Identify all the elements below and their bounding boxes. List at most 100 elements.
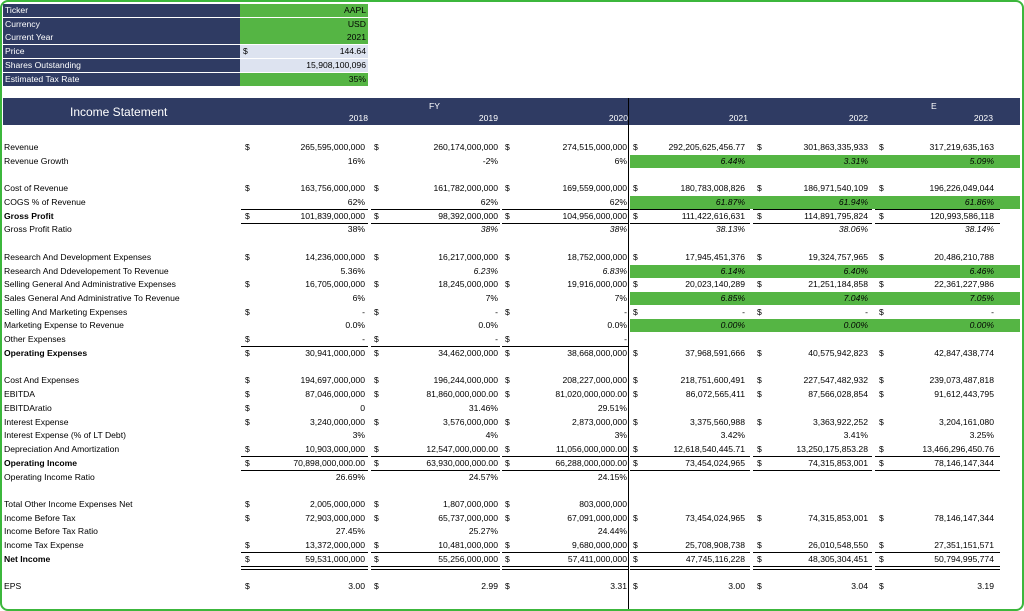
value-cell[interactable]: 62% <box>347 196 365 207</box>
value-cell[interactable]: 274,515,000,000 <box>562 142 627 152</box>
value-cell[interactable]: 72,903,000,000 <box>305 512 365 523</box>
value-cell[interactable]: 6.44% <box>720 155 745 166</box>
value-cell[interactable]: 47,745,116,228 <box>685 553 745 564</box>
value-cell[interactable]: 65,737,000,000 <box>438 512 498 523</box>
value-cell[interactable]: 16% <box>347 155 365 166</box>
input-value[interactable]: 35% <box>240 72 368 86</box>
value-cell[interactable]: 81,020,000,000.00 <box>555 389 627 400</box>
value-cell[interactable]: 7.05% <box>969 293 994 304</box>
value-cell[interactable]: 63,930,000,000.00 <box>426 457 498 468</box>
value-cell[interactable]: 7% <box>485 293 498 304</box>
value-cell[interactable]: 42,847,438,774 <box>934 347 994 358</box>
value-cell[interactable]: 6% <box>352 293 365 304</box>
value-cell[interactable]: 14,236,000,000 <box>305 251 365 262</box>
value-cell[interactable]: 20,023,140,289 <box>685 279 745 290</box>
value-cell[interactable]: 3,240,000,000 <box>310 416 365 427</box>
value-cell[interactable]: - <box>362 306 365 317</box>
value-cell[interactable]: - <box>495 334 498 345</box>
value-cell[interactable]: 18,752,000,000 <box>567 251 627 262</box>
value-cell[interactable]: 196,226,049,044 <box>929 183 994 194</box>
value-cell[interactable]: 3.31% <box>843 155 868 166</box>
value-cell[interactable]: 62% <box>609 196 627 207</box>
value-cell[interactable]: 78,146,147,344 <box>934 457 994 468</box>
value-cell[interactable]: 27.45% <box>335 526 365 537</box>
value-cell[interactable]: 2.99 <box>481 581 498 592</box>
value-cell[interactable]: 180,783,008,826 <box>680 183 745 194</box>
value-cell[interactable]: 169,559,000,000 <box>562 183 627 194</box>
value-cell[interactable]: 12,547,000,000.00 <box>426 444 498 455</box>
value-cell[interactable]: 260,174,000,000 <box>433 142 498 152</box>
value-cell[interactable]: 218,751,600,491 <box>680 375 745 386</box>
value-cell[interactable]: 111,422,616,631 <box>681 210 745 221</box>
value-cell[interactable]: 803,000,000 <box>579 498 627 509</box>
value-cell[interactable]: 20,486,210,788 <box>934 251 994 262</box>
value-cell[interactable]: 98,392,000,000 <box>438 210 498 221</box>
value-cell[interactable]: 6.40% <box>843 265 868 276</box>
value-cell[interactable]: 208,227,000,000 <box>562 375 627 386</box>
value-cell[interactable]: - <box>991 306 994 317</box>
value-cell[interactable]: 19,916,000,000 <box>567 279 627 290</box>
value-cell[interactable]: 161,782,000,000 <box>433 183 498 194</box>
value-cell[interactable]: 3.42% <box>720 430 745 441</box>
value-cell[interactable]: 61.86% <box>964 196 994 207</box>
value-cell[interactable]: 55,256,000,000 <box>438 553 498 564</box>
value-cell[interactable]: 101,839,000,000 <box>300 210 365 221</box>
value-cell[interactable]: 81,860,000,000.00 <box>426 389 498 400</box>
value-cell[interactable]: 6.83% <box>602 265 627 276</box>
value-cell[interactable]: 1,807,000,000 <box>443 498 498 509</box>
value-cell[interactable]: 66,288,000,000.00 <box>555 457 627 468</box>
value-cell[interactable]: 18,245,000,000 <box>438 279 498 290</box>
value-cell[interactable]: 6.23% <box>473 265 498 276</box>
value-cell[interactable]: 24.15% <box>597 471 627 482</box>
value-cell[interactable]: 29.51% <box>597 402 627 413</box>
value-cell[interactable]: 13,466,296,450.76 <box>922 444 994 455</box>
value-cell[interactable]: 5.36% <box>340 265 365 276</box>
value-cell[interactable]: -2% <box>482 155 498 166</box>
value-cell[interactable]: 73,454,024,965 <box>685 457 745 468</box>
value-cell[interactable]: 265,595,000,000 <box>300 142 365 152</box>
value-cell[interactable]: 3.19 <box>977 581 994 592</box>
value-cell[interactable]: 73,454,024,965 <box>685 512 745 523</box>
value-cell[interactable]: 163,756,000,000 <box>300 183 365 194</box>
value-cell[interactable]: 38% <box>347 224 365 235</box>
value-cell[interactable]: 317,219,635,163 <box>929 142 994 152</box>
value-cell[interactable]: - <box>865 306 868 317</box>
value-cell[interactable]: 3,375,560,988 <box>690 416 745 427</box>
value-cell[interactable]: 0.0% <box>478 320 498 331</box>
value-cell[interactable]: 194,697,000,000 <box>300 375 365 386</box>
value-cell[interactable]: 0.0% <box>345 320 365 331</box>
value-cell[interactable]: 78,146,147,344 <box>934 512 994 523</box>
value-cell[interactable]: 5.09% <box>969 155 994 166</box>
value-cell[interactable]: 38.13% <box>715 224 745 235</box>
value-cell[interactable]: 31.46% <box>468 402 498 413</box>
value-cell[interactable]: 38% <box>609 224 627 235</box>
value-cell[interactable]: 6.85% <box>720 293 745 304</box>
value-cell[interactable]: 7% <box>614 293 627 304</box>
value-cell[interactable]: 30,941,000,000 <box>305 347 365 358</box>
value-cell[interactable]: 11,056,000,000.00 <box>555 444 627 455</box>
value-cell[interactable]: 3.31 <box>610 581 627 592</box>
value-cell[interactable]: 0.00% <box>843 320 868 331</box>
value-cell[interactable]: 6.46% <box>969 265 994 276</box>
input-value[interactable]: AAPL <box>240 4 368 17</box>
value-cell[interactable]: 196,244,000,000 <box>433 375 498 386</box>
value-cell[interactable]: 3.00 <box>348 581 365 592</box>
value-cell[interactable]: 25,708,908,738 <box>685 540 745 551</box>
value-cell[interactable]: 38% <box>480 224 498 235</box>
value-cell[interactable]: 10,903,000,000 <box>305 444 365 455</box>
input-value[interactable]: USD <box>240 17 368 31</box>
value-cell[interactable]: 61.87% <box>715 196 745 207</box>
value-cell[interactable]: 57,411,000,000 <box>567 553 627 564</box>
value-cell[interactable]: 292,205,625,456.77 <box>668 142 745 152</box>
value-cell[interactable]: 3,363,922,252 <box>813 416 868 427</box>
value-cell[interactable]: 6.14% <box>720 265 745 276</box>
value-cell[interactable]: 38.14% <box>964 224 994 235</box>
value-cell[interactable]: 17,945,451,376 <box>685 251 745 262</box>
value-cell[interactable]: 301,863,335,933 <box>803 142 868 152</box>
value-cell[interactable]: 10,481,000,000 <box>438 540 498 551</box>
value-cell[interactable]: 3.00 <box>728 581 745 592</box>
value-cell[interactable]: 0.0% <box>607 320 627 331</box>
value-cell[interactable]: 50,794,995,774 <box>934 553 994 564</box>
value-cell[interactable]: 40,575,942,823 <box>808 347 868 358</box>
value-cell[interactable]: 3.25% <box>969 430 994 441</box>
